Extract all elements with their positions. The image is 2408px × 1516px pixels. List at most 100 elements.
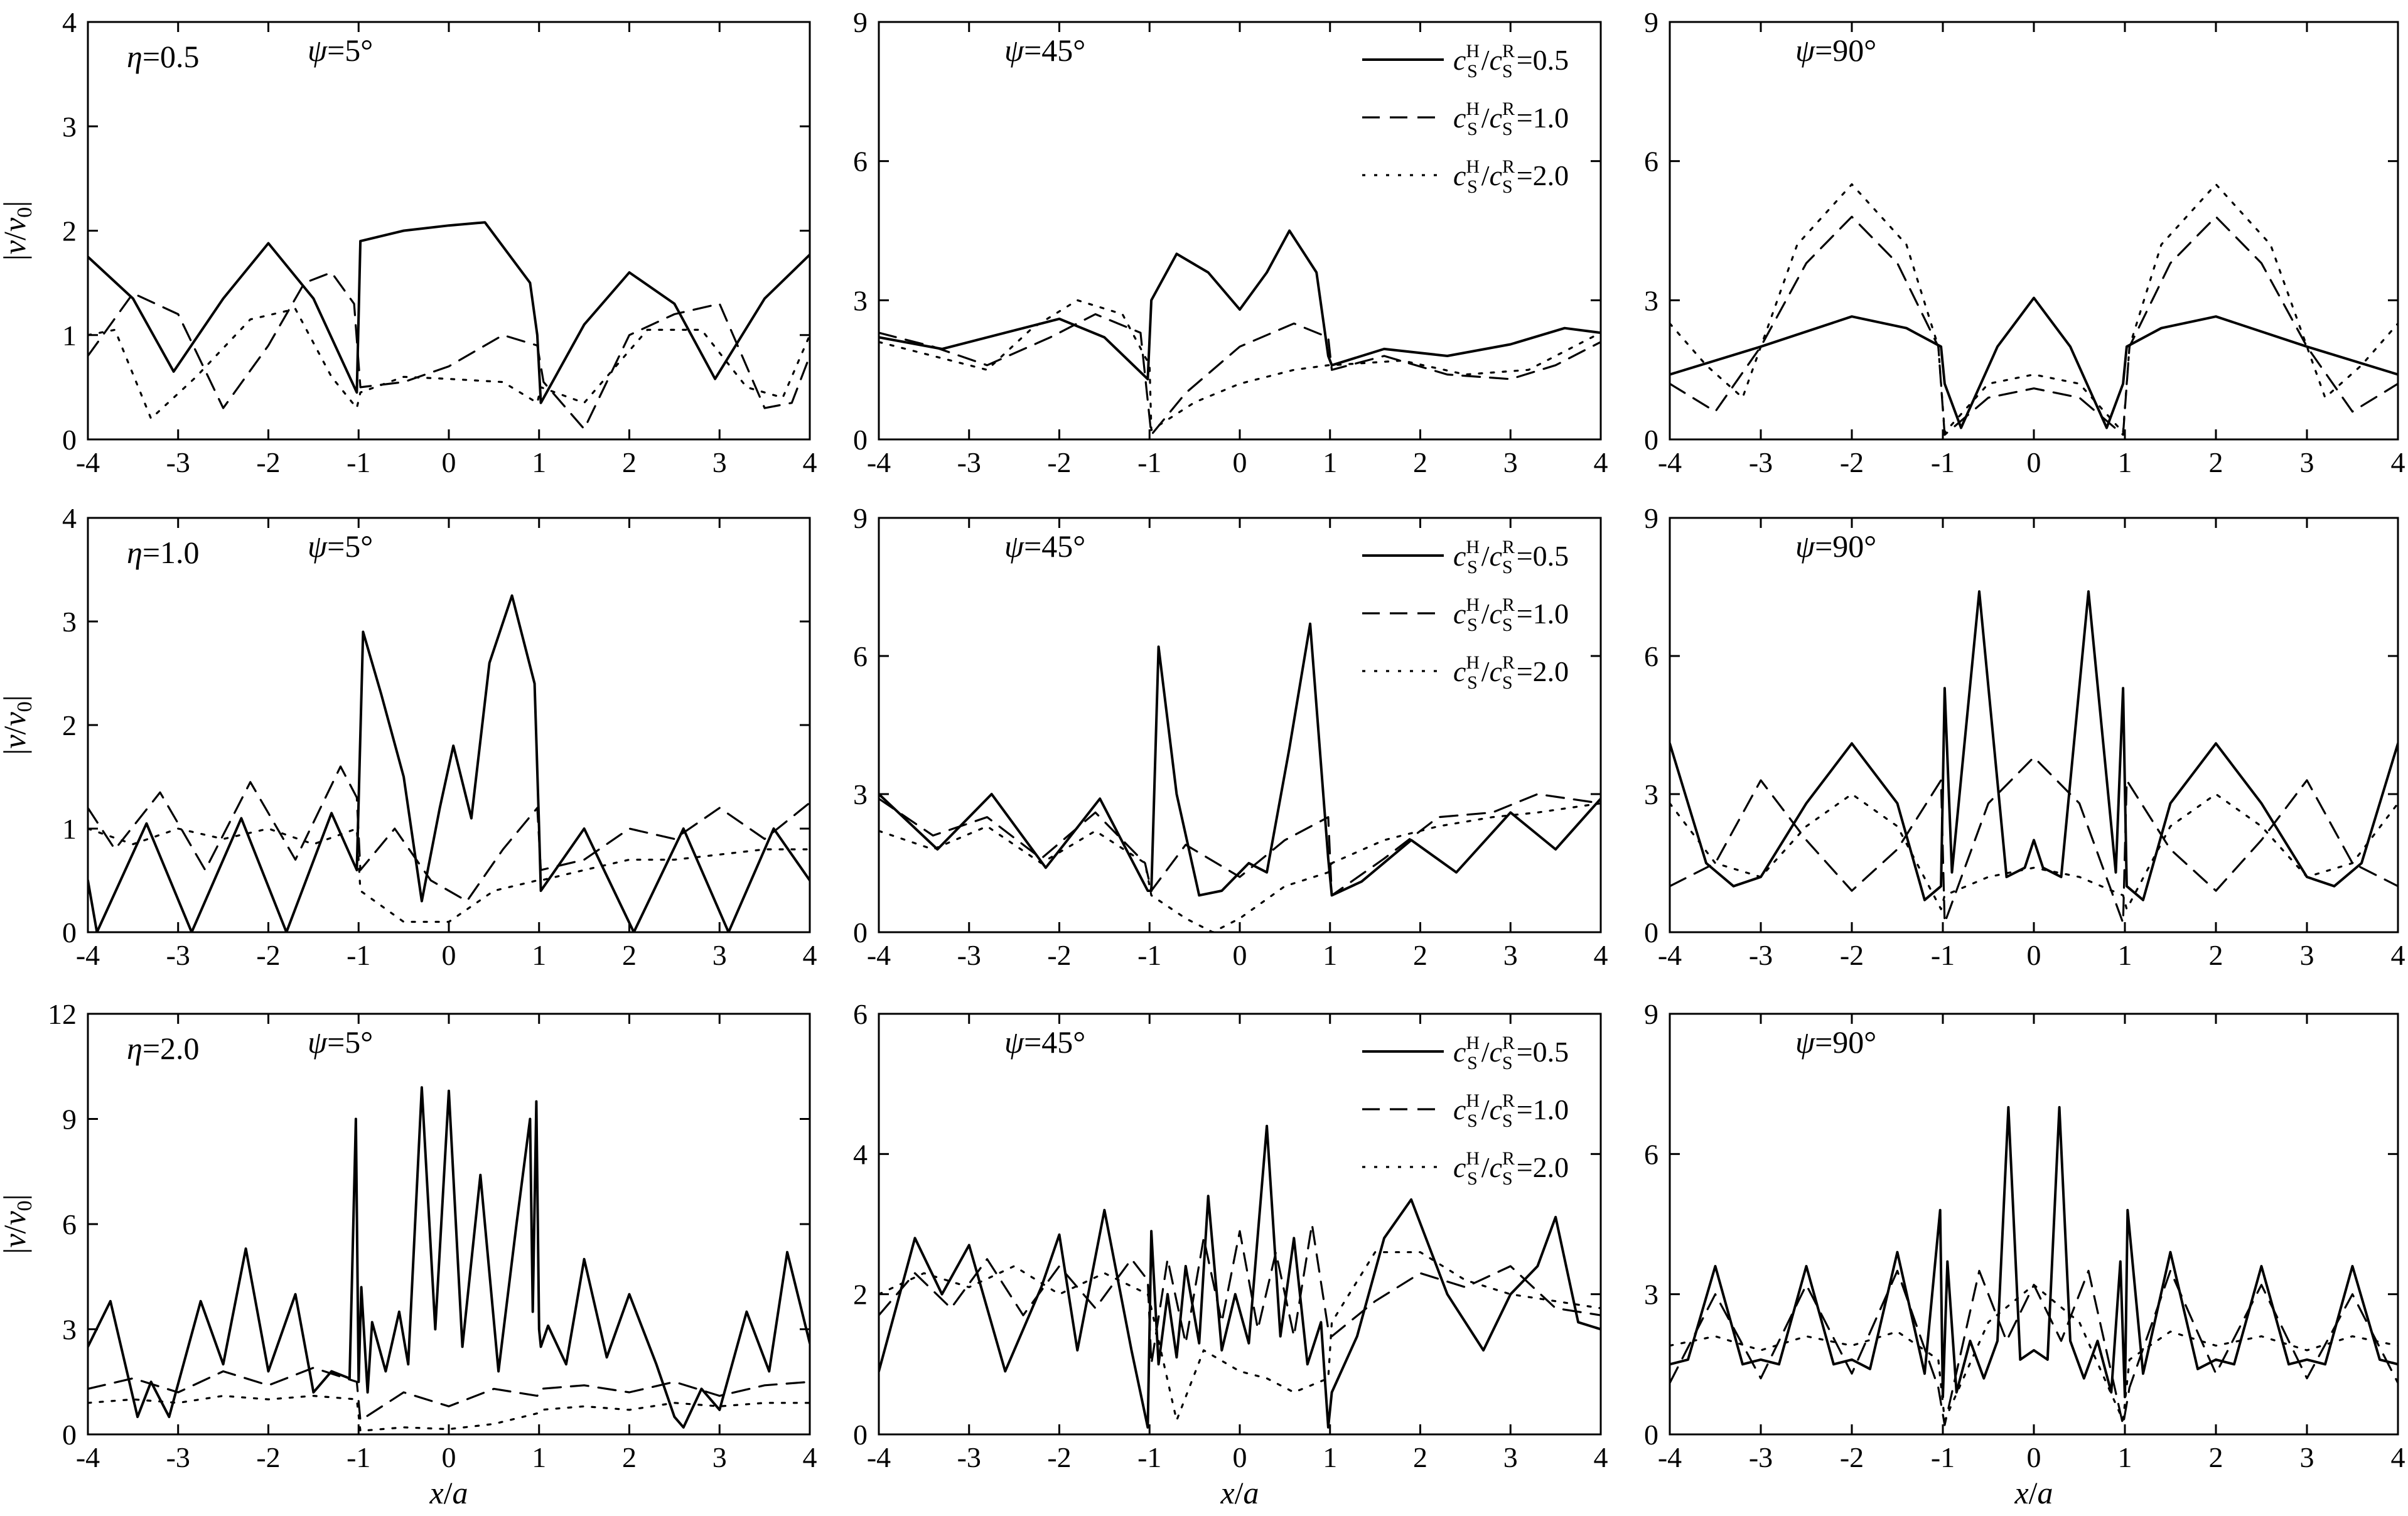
series-line-dotted [879, 802, 1601, 932]
y-tick-label: 3 [1644, 778, 1658, 810]
y-tick-label: 2 [853, 1279, 868, 1311]
x-tick-label: 4 [2391, 939, 2405, 971]
x-tick-label: 2 [1413, 939, 1427, 971]
x-tick-label: -1 [347, 939, 370, 971]
y-tick-label: 1 [62, 320, 77, 352]
panel-title: ψ=45° [1004, 529, 1085, 564]
x-tick-label: 2 [622, 446, 637, 478]
panel-r0-c2: -4 -3 -2 -1 0 1 2 3 4 0 3 6 9 ψ=90° [1644, 6, 2405, 478]
series-line-solid [1670, 590, 2398, 901]
y-axis-label: |v/v0| [0, 201, 36, 261]
x-tick-label: -2 [1840, 939, 1864, 971]
y-tick-label: 0 [853, 424, 868, 456]
x-tick-label: 4 [803, 446, 817, 478]
x-tick-label: 1 [1323, 446, 1337, 478]
x-tick-label: 1 [1323, 1441, 1337, 1473]
y-tick-label: 1 [62, 813, 77, 845]
legend-label: cH S/cR S =2.0 [1453, 652, 1569, 693]
x-tick-label: 0 [1233, 939, 1247, 971]
series-line-dotted [1670, 183, 2398, 434]
y-tick-label: 0 [62, 424, 77, 456]
y-tick-label: 6 [853, 640, 868, 672]
x-tick-label: 4 [1594, 446, 1608, 478]
x-tick-label: 0 [442, 1441, 456, 1473]
x-tick-label: -2 [256, 939, 280, 971]
legend-label: cH S/cR S =2.0 [1453, 1148, 1569, 1189]
y-tick-label: 3 [1644, 1279, 1658, 1311]
series-line-solid [88, 221, 810, 404]
x-tick-label: 3 [2300, 939, 2314, 971]
series-line-solid [879, 229, 1601, 380]
y-tick-label: 2 [62, 709, 77, 741]
panel-title: ψ=45° [1004, 1024, 1085, 1060]
panel-title: ψ=45° [1004, 33, 1085, 68]
x-tick-label: -2 [1840, 1441, 1864, 1473]
x-tick-label: 1 [532, 446, 546, 478]
legend-label: cH S/cR S =0.5 [1453, 41, 1569, 82]
x-tick-label: -2 [1840, 446, 1864, 478]
x-tick-label: 4 [803, 1441, 817, 1473]
y-tick-label: 6 [62, 1208, 77, 1240]
x-tick-label: 4 [803, 939, 817, 971]
legend-label: cH S/cR S =0.5 [1453, 537, 1569, 578]
y-tick-label: 6 [853, 146, 868, 178]
x-tick-label: -3 [166, 1441, 190, 1473]
x-tick-label: 1 [2118, 446, 2132, 478]
x-tick-label: -3 [166, 446, 190, 478]
x-axis-label: x/a [429, 1475, 468, 1510]
x-tick-label: -3 [957, 1441, 981, 1473]
x-tick-label: -3 [1749, 939, 1773, 971]
axes-frame [1669, 517, 2399, 933]
legend-label: cH S/cR S =1.0 [1453, 594, 1569, 635]
y-tick-label: 3 [62, 1314, 77, 1346]
panel-r1-c0: -4 -3 -2 -1 0 1 2 3 4 0 1 2 3 4 ψ=5° η=1.0 |v/v0| [0, 502, 817, 971]
x-tick-label: 2 [2209, 446, 2223, 478]
panel-r0-c0: -4 -3 -2 -1 0 1 2 3 4 0 1 2 3 4 ψ=5° η=0.5 |v/v0| [0, 6, 817, 478]
y-tick-label: 3 [853, 778, 868, 810]
y-axis-label: |v/v0| [0, 1194, 36, 1254]
y-tick-label: 3 [62, 110, 77, 142]
legend-label: cH S/cR S =1.0 [1453, 99, 1569, 139]
series-line-dashed [879, 313, 1601, 436]
panel-title: ψ=5° [308, 33, 373, 68]
legend-label: cH S/cR S =0.5 [1453, 1033, 1569, 1073]
x-tick-label: -2 [256, 446, 280, 478]
y-tick-label: 0 [62, 917, 77, 949]
x-tick-label: -3 [957, 446, 981, 478]
x-tick-label: 0 [1233, 446, 1247, 478]
legend-label: cH S/cR S =2.0 [1453, 156, 1569, 197]
x-tick-label: 3 [1503, 939, 1518, 971]
series-line-dashed [1670, 1269, 2398, 1426]
x-tick-label: 0 [2027, 1441, 2041, 1473]
x-tick-label: 2 [1413, 1441, 1427, 1473]
x-tick-label: -4 [867, 939, 891, 971]
series-line-solid [1670, 296, 2398, 429]
x-tick-label: -4 [1658, 446, 1682, 478]
x-tick-label: -2 [1047, 939, 1071, 971]
axes-frame [878, 1013, 1602, 1436]
x-tick-label: -2 [256, 1441, 280, 1473]
x-tick-label: 4 [2391, 446, 2405, 478]
x-tick-label: 2 [622, 939, 637, 971]
panel-title: ψ=90° [1795, 33, 1876, 68]
series-line-dashed [88, 271, 810, 430]
x-tick-label: 1 [532, 939, 546, 971]
x-tick-label: 4 [1594, 1441, 1608, 1473]
y-tick-label: 9 [853, 502, 868, 534]
y-tick-label: 0 [853, 1419, 868, 1451]
x-tick-label: -3 [957, 939, 981, 971]
series-line-dashed [879, 793, 1601, 896]
series-line-dashed [88, 1367, 810, 1422]
x-tick-label: -4 [1658, 1441, 1682, 1473]
y-tick-label: 4 [62, 6, 77, 38]
y-tick-label: 6 [1644, 146, 1658, 178]
x-tick-label: -3 [1749, 1441, 1773, 1473]
panel-r2-c1: -4 -3 -2 -1 0 1 2 3 4 0 2 4 6 ψ=45° x/a cH S/cR S =0.5 cH S /… [853, 998, 1608, 1510]
x-tick-label: 0 [1233, 1441, 1247, 1473]
x-tick-label: -4 [76, 939, 100, 971]
panel-title: ψ=5° [308, 1024, 373, 1060]
x-tick-label: -1 [347, 1441, 370, 1473]
axes-frame [87, 1013, 811, 1436]
